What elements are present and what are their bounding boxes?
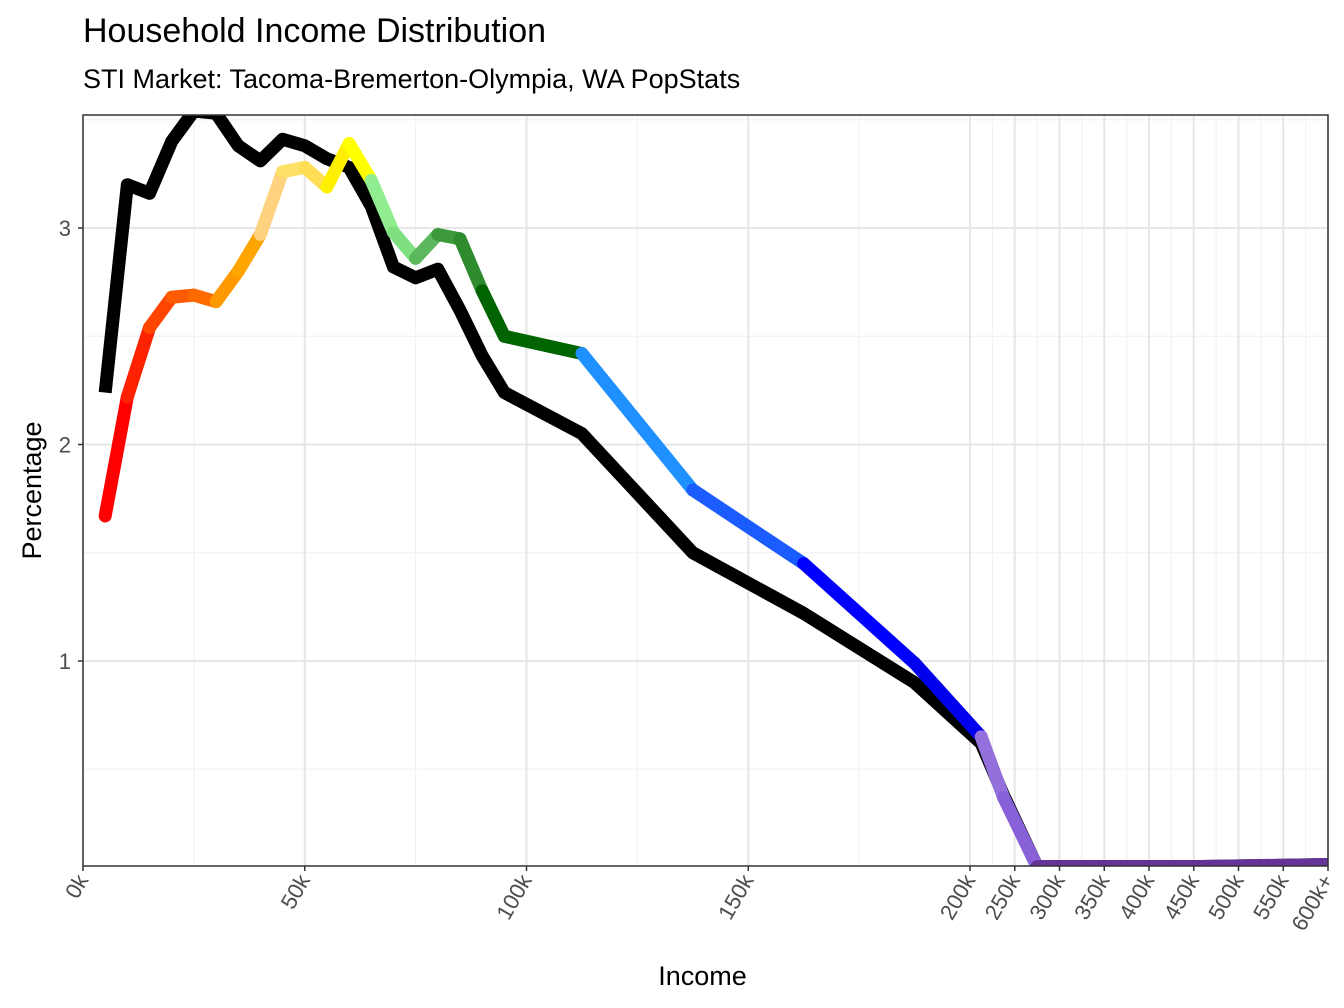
chart-title: Household Income Distribution [83, 12, 547, 50]
series-segment-colored [231, 227, 267, 278]
series-segment-colored [364, 173, 400, 239]
series-segment-colored [120, 321, 157, 404]
x-tick-label: 600k+ [1286, 870, 1338, 935]
x-tick-label: 0k [60, 869, 94, 902]
series-segment-colored [974, 730, 1011, 804]
series-group [98, 115, 1328, 866]
plot-panel-border [82, 114, 1329, 867]
x-tick-label: 150k [713, 869, 759, 924]
series-segment-colored [997, 790, 1044, 866]
series-segment-colored [253, 165, 290, 241]
x-tick-label: 300k [1024, 869, 1070, 924]
series-segment-colored [497, 329, 589, 361]
x-tick-label: 550k [1248, 869, 1294, 924]
x-tick-label: 200k [935, 869, 981, 924]
series-segment-colored [98, 390, 134, 523]
x-axis-title: Income [658, 961, 747, 991]
x-tick-label: 450k [1159, 869, 1205, 924]
series-segment-colored [453, 232, 489, 298]
series-segment-colored [686, 483, 811, 571]
series-line-black [98, 115, 1328, 866]
y-tick-label: 2 [59, 433, 71, 458]
x-tick-label: 400k [1114, 869, 1160, 924]
chart-subtitle: STI Market: Tacoma-Bremerton-Olympia, WA… [83, 64, 741, 94]
series-segment-colored [908, 656, 988, 744]
y-tick-label: 1 [59, 649, 71, 674]
series-segment-colored [320, 137, 356, 194]
y-tick-label: 3 [59, 216, 71, 241]
x-tick-label: 350k [1069, 869, 1115, 924]
minor-gridlines [83, 115, 1328, 866]
series-segment-colored [575, 347, 700, 497]
x-tick-label: 500k [1203, 869, 1249, 924]
x-tick-label: 50k [276, 869, 316, 913]
series-segment-colored [475, 284, 511, 343]
x-tick-label: 250k [980, 869, 1026, 924]
series-segment-colored [797, 557, 922, 670]
series-segment-colored [342, 137, 378, 187]
y-axis-title: Percentage [17, 421, 47, 559]
major-gridlines [82, 115, 1329, 866]
x-tick-label: 100k [491, 869, 537, 924]
